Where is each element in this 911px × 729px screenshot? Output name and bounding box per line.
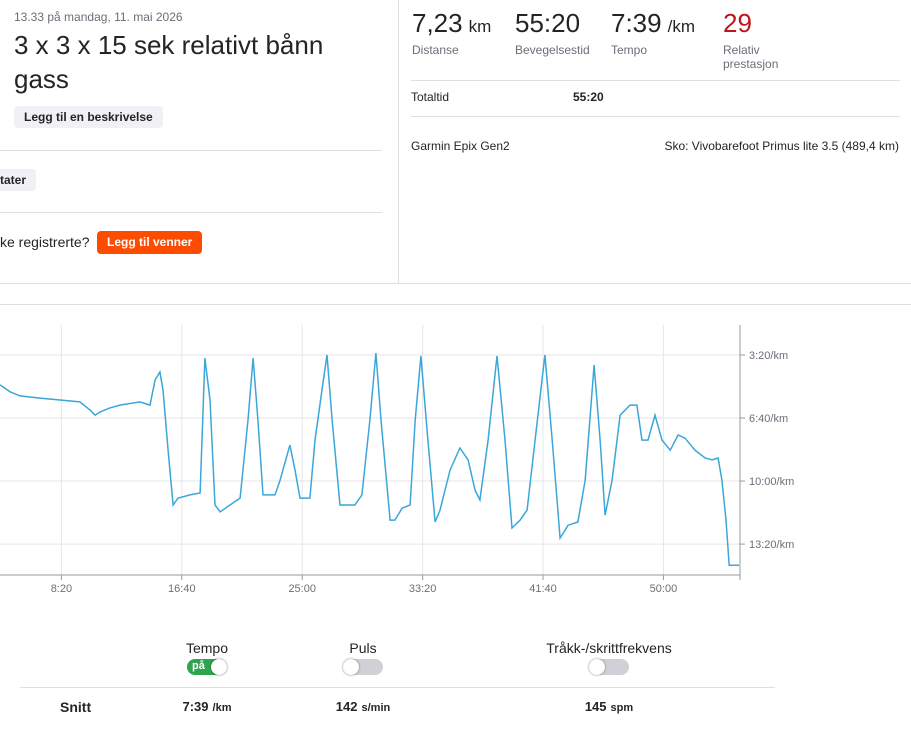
stat-unit: km: [468, 17, 492, 36]
stats-button[interactable]: tater: [0, 169, 37, 191]
divider: [0, 150, 382, 151]
divider: [411, 116, 900, 117]
stat-value: 29: [723, 8, 752, 38]
summary-label: Snitt: [60, 699, 92, 715]
toggle[interactable]: på: [187, 659, 227, 675]
total-time: 55:20: [573, 90, 604, 104]
divider: [0, 283, 911, 284]
shoes: Sko: Vivobarefoot Primus lite 3.5 (489,4…: [664, 139, 899, 153]
y-tick-label: 3:20/km: [749, 350, 788, 362]
date: 13.33 på mandag, 11. mai 2026: [14, 10, 183, 24]
add-friends-button[interactable]: Legg til venner: [97, 231, 203, 254]
toggle[interactable]: [343, 659, 383, 675]
average-unit: spm: [610, 702, 634, 714]
toggle-state: på: [192, 660, 205, 672]
toggle-knob: [343, 659, 359, 675]
stat-label: Distanse: [412, 43, 459, 57]
pace-chart: 3:20/km 6:40/km 10:00/km 13:20/km 8:20 16:40 2…: [0, 325, 794, 595]
average: 7:39/km: [182, 699, 232, 714]
x-tick-label: 50:00: [650, 583, 678, 595]
x-tick-label: 16:40: [168, 583, 196, 595]
stat-label: Relativ prestasjon: [723, 43, 779, 71]
divider: [411, 80, 900, 81]
toggle-label: Tråkk-/skrittfrekvens: [546, 640, 672, 656]
y-tick-label: 10:00/km: [749, 476, 794, 488]
x-tick-label: 33:20: [409, 583, 437, 595]
x-tick-label: 25:00: [288, 583, 316, 595]
add-description-button[interactable]: Legg til en beskrivelse: [14, 106, 163, 128]
x-tick-label: 8:20: [51, 583, 72, 595]
divider: [0, 304, 911, 305]
stat-label: Tempo: [611, 43, 648, 57]
stat-label: Bevegelsestid: [515, 43, 590, 57]
average-unit: /km: [212, 702, 232, 714]
toggle-label: Tempo: [185, 640, 229, 656]
activity-title: 3 x 3 x 15 sek relativt bånn gass: [14, 30, 324, 94]
toggle-knob: [211, 659, 227, 675]
y-tick-label: 13:20/km: [749, 539, 794, 551]
device: Garmin Epix Gen2: [411, 139, 510, 153]
stat-value: 7,23 km: [412, 8, 492, 38]
total-time-label: Totaltid: [411, 90, 450, 104]
stat-unit: /km: [667, 17, 695, 36]
toggle[interactable]: [589, 659, 629, 675]
toggle-knob: [589, 659, 605, 675]
average: 145 spm: [584, 699, 634, 714]
question: ke registrerte?: [0, 234, 90, 250]
average-unit: s/min: [361, 702, 391, 714]
y-tick-label: 6:40/km: [749, 413, 788, 425]
x-tick-label: 41:40: [529, 583, 557, 595]
stat-value: 7:39/km: [611, 8, 695, 38]
stat-value: 55:20: [515, 8, 581, 38]
divider: [20, 687, 775, 688]
average: 142 s/min: [335, 699, 391, 714]
divider: [0, 212, 382, 213]
pace-line: [0, 353, 739, 566]
toggle-label: Puls: [349, 640, 377, 656]
divider: [398, 0, 399, 283]
